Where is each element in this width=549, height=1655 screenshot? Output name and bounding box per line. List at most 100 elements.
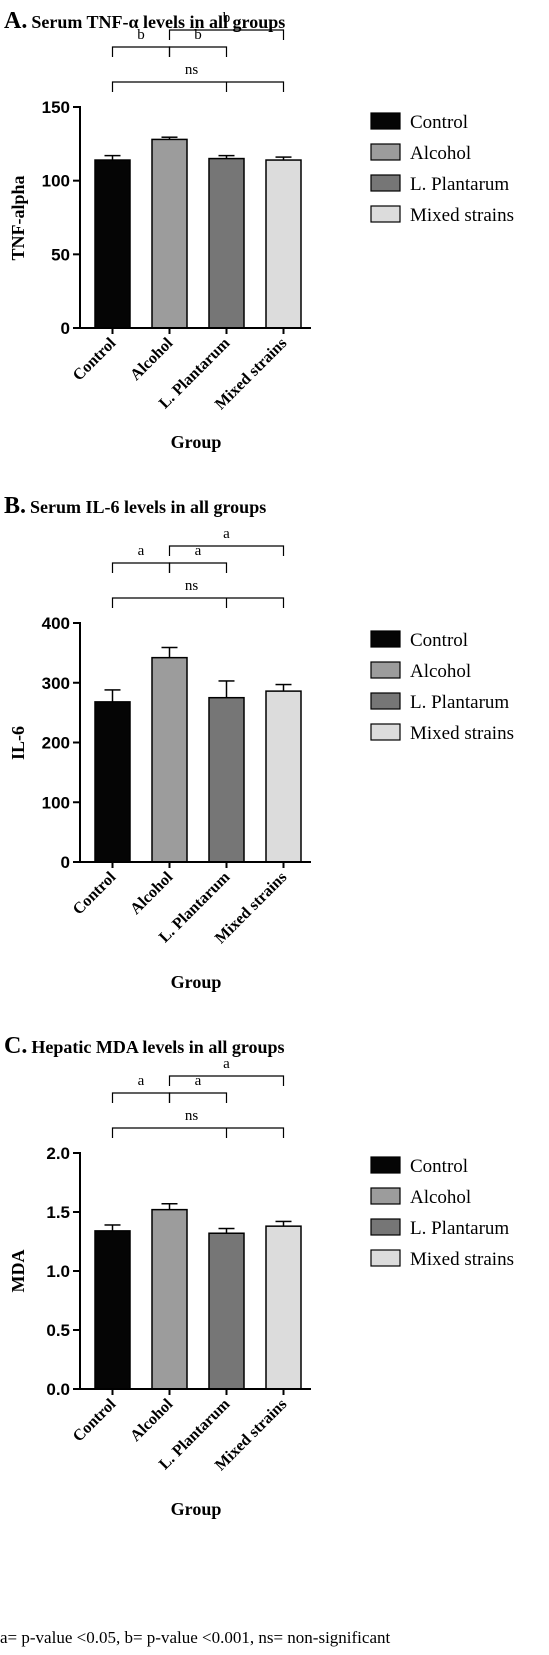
significance-bracket (111, 1092, 171, 1103)
legend-swatch (370, 630, 401, 648)
significance-bracket (168, 29, 285, 40)
legend-label: Alcohol (410, 661, 471, 682)
legend-label: L. Plantarum (410, 1218, 509, 1239)
significance-label: b (223, 10, 231, 26)
significance-label: ns (185, 62, 199, 78)
bar (94, 159, 131, 329)
panel-title: Serum IL-6 levels in all groups (30, 497, 267, 517)
panel-letter: A. (4, 8, 28, 34)
legend-label: Mixed strains (410, 205, 514, 226)
bar (208, 1232, 245, 1390)
legend-label: L. Plantarum (410, 174, 509, 195)
x-axis-label: Group (171, 432, 222, 452)
y-tick-label: 0 (61, 853, 70, 872)
significance-bracket (111, 81, 285, 92)
y-tick-label: 300 (42, 674, 70, 693)
legend-swatch (370, 1156, 401, 1174)
bar (151, 1208, 188, 1390)
bar (151, 138, 188, 329)
y-tick-label: 0 (61, 319, 70, 338)
significance-bracket (168, 1092, 228, 1103)
x-axis-label: Group (171, 1499, 222, 1519)
y-tick-label: 150 (42, 98, 70, 117)
legend-swatch (370, 661, 401, 679)
significance-bracket (111, 46, 171, 57)
x-tick-label: Control (70, 334, 120, 384)
x-tick-label: Alcohol (127, 1395, 176, 1444)
legend-swatch (370, 205, 401, 223)
panel-b: B. Serum IL-6 levels in all groups 0 100 2… (0, 485, 549, 1025)
legend-label: Mixed strains (410, 723, 514, 744)
y-tick-label: 400 (42, 614, 70, 633)
significance-label: b (137, 27, 145, 43)
y-tick-label: 0.5 (46, 1321, 70, 1340)
y-tick-label: 0.0 (46, 1380, 70, 1399)
y-tick-label: 50 (51, 245, 70, 264)
x-tick-label: Alcohol (127, 868, 176, 917)
significance-label: a (138, 543, 145, 559)
significance-bracket (168, 46, 228, 57)
bar (265, 1225, 302, 1390)
bar (208, 157, 245, 329)
significance-label: a (223, 1056, 230, 1072)
significance-bracket (168, 562, 228, 573)
significance-label: a (195, 543, 202, 559)
panel-c: C. Hepatic MDA levels in all groups 0.0 0… (0, 1025, 549, 1570)
panel-heading: C. Hepatic MDA levels in all groups (4, 1033, 285, 1060)
bar (208, 696, 245, 863)
significance-bracket (168, 545, 285, 556)
y-tick-label: 1.0 (46, 1262, 70, 1281)
significance-bracket (111, 1127, 285, 1138)
x-tick-label: Alcohol (127, 334, 176, 383)
y-tick-label: 200 (42, 734, 70, 753)
legend-label: Alcohol (410, 143, 471, 164)
panel-letter: B. (4, 493, 27, 519)
x-tick-label: Control (70, 868, 120, 918)
y-axis-label: MDA (8, 1250, 28, 1293)
legend-swatch (370, 174, 401, 192)
panel-heading: B. Serum IL-6 levels in all groups (4, 493, 266, 520)
legend-label: Control (410, 112, 468, 133)
y-tick-label: 100 (42, 793, 70, 812)
significance-label: ns (185, 578, 199, 594)
y-axis-label: IL-6 (8, 726, 28, 760)
y-tick-label: 1.5 (46, 1203, 70, 1222)
significance-label: a (195, 1073, 202, 1089)
panel-a: A. Serum TNF-α levels in all groups 0 50 1… (0, 0, 549, 500)
legend-swatch (370, 143, 401, 161)
y-tick-label: 2.0 (46, 1144, 70, 1163)
x-tick-label: Control (70, 1395, 120, 1445)
bar (94, 701, 131, 863)
significance-footnote: a= p-value <0.05, b= p-value <0.001, ns=… (0, 1628, 391, 1647)
legend-swatch (370, 692, 401, 710)
legend-swatch (370, 1249, 401, 1267)
legend-label: Mixed strains (410, 1249, 514, 1270)
legend-swatch (370, 112, 401, 130)
panel-title: Hepatic MDA levels in all groups (31, 1037, 285, 1057)
bar (151, 656, 188, 863)
significance-label: ns (185, 1108, 199, 1124)
panel-heading: A. Serum TNF-α levels in all groups (4, 8, 285, 35)
significance-label: a (138, 1073, 145, 1089)
legend-label: L. Plantarum (410, 692, 509, 713)
bar (94, 1230, 131, 1390)
significance-label: a (223, 526, 230, 542)
bar (265, 690, 302, 863)
significance-bracket (111, 562, 171, 573)
y-tick-label: 100 (42, 172, 70, 191)
legend-swatch (370, 723, 401, 741)
x-axis-label: Group (171, 972, 222, 992)
legend-label: Control (410, 630, 468, 651)
panel-letter: C. (4, 1033, 28, 1059)
y-axis-label: TNF-alpha (8, 175, 28, 260)
significance-bracket (111, 597, 285, 608)
legend-label: Alcohol (410, 1187, 471, 1208)
legend-label: Control (410, 1156, 468, 1177)
bar (265, 159, 302, 329)
significance-bracket (168, 1075, 285, 1086)
panel-title: Serum TNF-α levels in all groups (31, 12, 286, 32)
significance-label: b (194, 27, 202, 43)
